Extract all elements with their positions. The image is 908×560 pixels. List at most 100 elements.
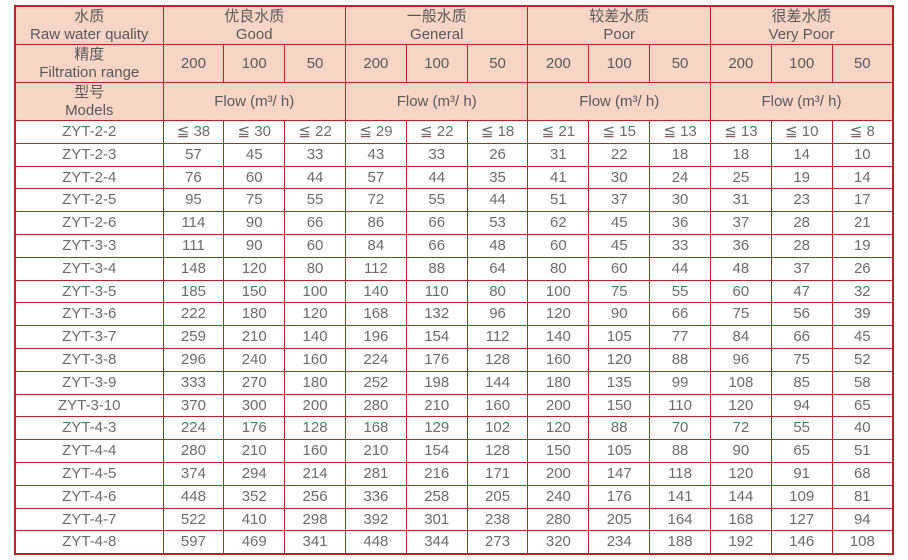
value-cell: 68 xyxy=(831,461,894,486)
filtration-value: 50 xyxy=(284,44,346,83)
value-cell: 14 xyxy=(831,165,894,190)
value-cell: 91 xyxy=(770,461,833,486)
row-header-water-quality: 水质 Raw water quality xyxy=(14,5,164,45)
value-cell: 45 xyxy=(588,233,651,258)
table-row: ZYT-3-6 222 180 120 168 132 96 120 90 66 75 56 39 xyxy=(14,302,894,327)
value-cell: 72 xyxy=(709,416,772,441)
table-row: ZYT-2-5 95 75 55 72 55 44 51 37 30 31 23 17 xyxy=(14,188,894,213)
value-cell: 28 xyxy=(770,211,833,235)
value-cell: 144 xyxy=(466,370,529,395)
value-cell: 112 xyxy=(344,256,407,281)
table-row: ZYT-2-4 76 60 44 57 44 35 41 30 24 25 19 14 xyxy=(14,165,894,190)
value-cell: 210 xyxy=(344,439,407,463)
value-cell: 154 xyxy=(405,325,468,349)
table-row: ZYT-4-8 597 469 341 448 344 273 320 234 188 192 146… xyxy=(14,530,894,555)
group-poor-label-en: Poor xyxy=(603,25,636,43)
value-cell: 45 xyxy=(588,211,651,235)
value-cell: 120 xyxy=(527,302,590,327)
value-cell: ≦ 21 xyxy=(527,120,590,144)
value-cell: 95 xyxy=(162,188,225,213)
flow-header: Flow (m³/ h) xyxy=(344,82,529,121)
group-general-label-en: General xyxy=(410,25,464,43)
filtration-value: 50 xyxy=(649,44,711,83)
value-cell: 205 xyxy=(466,484,529,509)
value-cell: 154 xyxy=(405,439,468,463)
value-cell: 108 xyxy=(831,530,894,555)
model-cell: ZYT-2-6 xyxy=(14,211,164,235)
value-cell: 26 xyxy=(466,142,529,167)
filtration-value: 50 xyxy=(831,44,894,83)
value-cell: 222 xyxy=(162,302,225,327)
value-cell: 164 xyxy=(649,507,711,532)
value-cell: 84 xyxy=(344,233,407,258)
filtration-value: 50 xyxy=(466,44,529,83)
value-cell: 30 xyxy=(588,165,651,190)
header-row-water-quality: 水质 Raw water quality 优良水质 Good 一般水质 Gene… xyxy=(14,5,894,45)
flow-header: Flow (m³/ h) xyxy=(162,82,346,121)
value-cell: 47 xyxy=(770,279,833,304)
value-cell: 281 xyxy=(344,461,407,486)
value-cell: 196 xyxy=(344,325,407,349)
value-cell: 200 xyxy=(527,393,590,418)
flow-header: Flow (m³/ h) xyxy=(527,82,711,121)
value-cell: 51 xyxy=(831,439,894,463)
table-row: ZYT-4-5 374 294 214 281 216 171 200 147 118 120 91 6… xyxy=(14,461,894,486)
model-cell: ZYT-3-7 xyxy=(14,325,164,349)
group-poor-label-zh: 较差水质 xyxy=(589,7,650,25)
value-cell: 273 xyxy=(466,530,529,555)
value-cell: 298 xyxy=(284,507,346,532)
model-cell: ZYT-3-8 xyxy=(14,347,164,372)
value-cell: 31 xyxy=(527,142,590,167)
value-cell: ≦ 13 xyxy=(709,120,772,144)
value-cell: 88 xyxy=(649,439,711,463)
value-cell: 392 xyxy=(344,507,407,532)
value-cell: 127 xyxy=(770,507,833,532)
value-cell: ≦ 22 xyxy=(284,120,346,144)
value-cell: 140 xyxy=(527,325,590,349)
value-cell: 296 xyxy=(162,347,225,372)
value-cell: 39 xyxy=(831,302,894,327)
table-row: ZYT-4-4 280 210 160 210 154 128 150 105 88 90 65 51 xyxy=(14,439,894,463)
value-cell: 120 xyxy=(284,302,346,327)
value-cell: 370 xyxy=(162,393,225,418)
value-cell: 597 xyxy=(162,530,225,555)
value-cell: 57 xyxy=(344,165,407,190)
value-cell: 150 xyxy=(588,393,651,418)
filtration-value: 100 xyxy=(405,44,468,83)
value-cell: 18 xyxy=(649,142,711,167)
table-row: ZYT-3-10 370 300 200 280 210 160 200 150 110 120 94… xyxy=(14,393,894,418)
value-cell: 77 xyxy=(649,325,711,349)
model-cell: ZYT-3-4 xyxy=(14,256,164,281)
value-cell: 31 xyxy=(709,188,772,213)
value-cell: 51 xyxy=(527,188,590,213)
value-cell: 210 xyxy=(223,439,286,463)
value-cell: 45 xyxy=(223,142,286,167)
value-cell: 105 xyxy=(588,439,651,463)
group-general-label-zh: 一般水质 xyxy=(406,7,467,25)
value-cell: 135 xyxy=(588,370,651,395)
value-cell: 60 xyxy=(709,279,772,304)
value-cell: 120 xyxy=(588,347,651,372)
value-cell: 224 xyxy=(162,416,225,441)
value-cell: 55 xyxy=(649,279,711,304)
value-cell: 280 xyxy=(344,393,407,418)
value-cell: 48 xyxy=(709,256,772,281)
value-cell: 70 xyxy=(649,416,711,441)
filtration-value: 200 xyxy=(527,44,590,83)
value-cell: 256 xyxy=(284,484,346,509)
value-cell: 252 xyxy=(344,370,407,395)
value-cell: 14 xyxy=(770,142,833,167)
value-cell: 188 xyxy=(649,530,711,555)
value-cell: 19 xyxy=(831,233,894,258)
value-cell: ≦ 18 xyxy=(466,120,529,144)
filtration-value: 200 xyxy=(344,44,407,83)
table-row: ZYT-4-7 522 410 298 392 301 238 280 205 164 168 127… xyxy=(14,507,894,532)
value-cell: 258 xyxy=(405,484,468,509)
value-cell: 64 xyxy=(466,256,529,281)
filtration-value: 100 xyxy=(223,44,286,83)
value-cell: 147 xyxy=(588,461,651,486)
value-cell: 110 xyxy=(649,393,711,418)
value-cell: 234 xyxy=(588,530,651,555)
value-cell: 240 xyxy=(223,347,286,372)
table-row: ZYT-3-4 148 120 80 112 88 64 80 60 44 48 37 26 xyxy=(14,256,894,281)
